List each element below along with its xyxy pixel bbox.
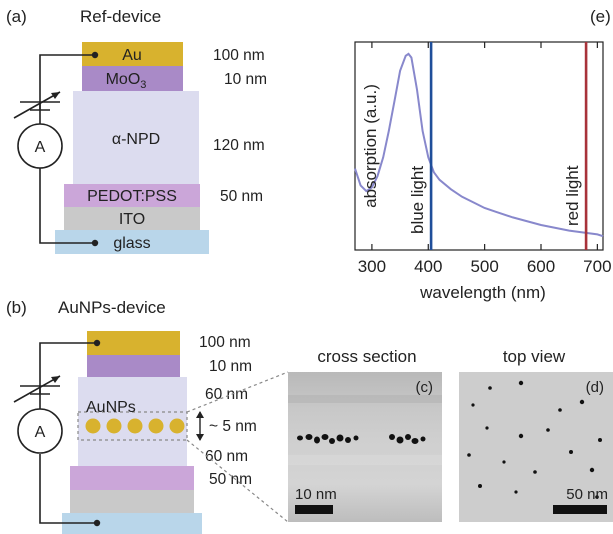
np-label: AuNPs xyxy=(86,399,136,416)
thickness-npd: 120 nm xyxy=(213,137,265,154)
top-view-image xyxy=(459,372,613,522)
panel-a-tag: (a) xyxy=(6,7,27,26)
b-layer-moo3 xyxy=(87,355,180,377)
panel-c-scale-bar xyxy=(295,505,333,514)
gold-nanoparticles xyxy=(85,418,185,434)
layer-pedot-label: PEDOT:PSS xyxy=(87,188,177,205)
panel-c: cross section (c) 10 nm xyxy=(288,347,442,522)
b-layer-pedot xyxy=(70,466,194,490)
nanoparticle-dots xyxy=(467,380,602,499)
panel-a-title: Ref-device xyxy=(80,7,161,26)
panel-b: (b) AuNPs-device AuNPs 100 nm 10 nm 60 n… xyxy=(6,298,289,534)
panel-d-scale-label: 50 nm xyxy=(566,486,608,503)
thickness-au: 100 nm xyxy=(213,47,265,64)
b-thickness-npd-bottom: 60 nm xyxy=(205,448,248,465)
panel-e-tag: (e) xyxy=(590,7,611,26)
b-layer-glass xyxy=(62,513,202,534)
x-tick-label-400: 400 xyxy=(414,257,442,276)
layer-npd-label: α-NPD xyxy=(112,131,160,148)
ammeter-a xyxy=(17,123,63,169)
layer-glass xyxy=(55,230,209,254)
panel-d-scale-bar xyxy=(553,505,607,514)
b-layer-au xyxy=(87,331,180,355)
gap-label: ~ 5 nm xyxy=(209,418,257,435)
layer-ito xyxy=(64,207,200,230)
b-thickness-au: 100 nm xyxy=(199,334,251,351)
panel-e: (e) 300 400 500 600 700 blue light red light… xyxy=(354,7,612,302)
layer-pedot xyxy=(64,184,200,207)
ammeter-b xyxy=(17,408,63,454)
thickness-pedot: 50 nm xyxy=(220,188,263,205)
b-thickness-pedot: 50 nm xyxy=(209,471,252,488)
ammeter-b-label: A xyxy=(35,424,46,441)
b-thickness-npd-top: 60 nm xyxy=(205,386,248,403)
thickness-moo3: 10 nm xyxy=(224,71,267,88)
panel-b-tag: (b) xyxy=(6,298,27,317)
y-axis-label: absorption (a.u.) xyxy=(361,84,380,208)
red-light-label: red light xyxy=(563,165,582,226)
np-layer-outline xyxy=(77,411,188,441)
zoom-line-bottom xyxy=(186,439,289,523)
layer-au-label: Au xyxy=(122,47,142,64)
blue-light-label: blue light xyxy=(408,166,427,234)
b-thickness-moo3: 10 nm xyxy=(209,358,252,375)
panel-d: top view (d) 50 nm xyxy=(459,347,613,522)
nanoparticle-clusters xyxy=(297,434,426,444)
layer-au xyxy=(82,42,183,66)
layer-npd xyxy=(73,91,199,184)
zoom-line-top xyxy=(186,371,289,413)
x-tick-label-300: 300 xyxy=(358,257,386,276)
panel-c-tag: (c) xyxy=(416,379,434,396)
layer-glass-label: glass xyxy=(113,235,150,252)
panel-a: (a) Ref-device Au MoO3 α-NPD PEDOT:PSS I… xyxy=(6,7,267,254)
panel-c-scale-label: 10 nm xyxy=(295,486,337,503)
tick-labels: 300 400 500 600 700 xyxy=(358,257,612,276)
layer-ito-label: ITO xyxy=(119,211,145,228)
b-layer-ito xyxy=(70,490,194,513)
panel-d-tag: (d) xyxy=(586,379,604,396)
x-tick-label-700: 700 xyxy=(583,257,611,276)
panel-d-title: top view xyxy=(503,347,566,366)
layer-moo3-label: MoO3 xyxy=(106,71,147,91)
x-tick-label-600: 600 xyxy=(527,257,555,276)
x-axis-label: wavelength (nm) xyxy=(419,283,546,302)
x-tick-label-500: 500 xyxy=(470,257,498,276)
circuit-a: A xyxy=(13,51,99,247)
ammeter-a-label: A xyxy=(35,139,46,156)
gap-indicator: ~ 5 nm xyxy=(196,411,257,441)
layer-moo3 xyxy=(82,66,183,91)
panel-c-title: cross section xyxy=(317,347,416,366)
plot-frame xyxy=(354,41,604,251)
circuit-b: A xyxy=(13,339,101,527)
x-ticks xyxy=(371,42,598,250)
absorption-curve xyxy=(354,52,604,238)
panel-b-title: AuNPs-device xyxy=(58,298,166,317)
